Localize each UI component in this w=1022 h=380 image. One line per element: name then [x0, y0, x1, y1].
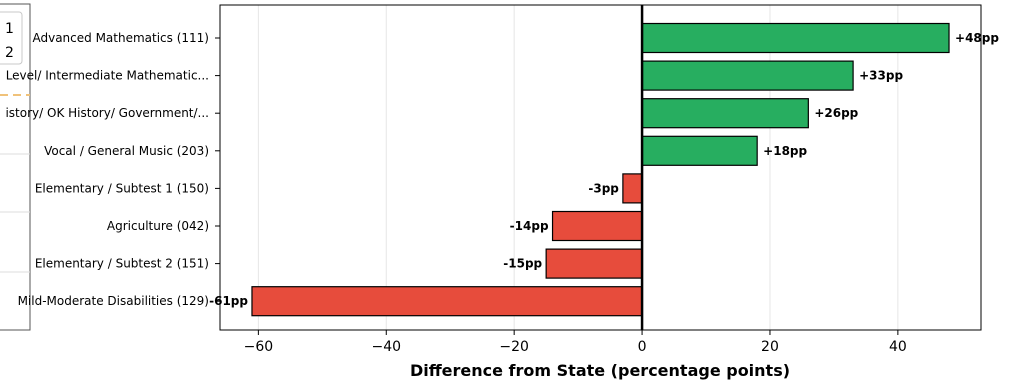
bar-value-label: +33pp	[859, 69, 903, 83]
x-axis-title: Difference from State (percentage points…	[410, 361, 790, 380]
bar	[641, 60, 854, 91]
bar-value-label: -15pp	[503, 257, 542, 271]
bar-value-label: +48pp	[955, 31, 999, 45]
category-label: Mild-Moderate Disabilities (129)	[18, 294, 209, 308]
bar-value-label: -61pp	[209, 294, 248, 308]
category-label: Agriculture (042)	[107, 219, 209, 233]
category-label: Advanced Mathematics (111)	[32, 31, 209, 45]
bar	[641, 22, 950, 54]
category-label: Elementary / Subtest 1 (150)	[35, 181, 209, 195]
x-tick-label: −20	[499, 339, 529, 355]
bar-value-label: -3pp	[588, 181, 619, 195]
bar	[545, 248, 643, 279]
category-label: istory/ OK History/ Government/...	[5, 106, 209, 120]
x-tick-label: 40	[889, 339, 907, 355]
category-label: Vocal / General Music (203)	[44, 144, 209, 158]
bar	[551, 210, 643, 242]
legend-label-1: 1	[5, 21, 14, 37]
bar-value-label: +26pp	[814, 106, 858, 120]
legend-label-2: 2	[5, 45, 14, 61]
category-label: Level/ Intermediate Mathematic...	[6, 69, 209, 83]
x-tick-label: −60	[244, 339, 274, 355]
bar-value-label: +18pp	[763, 144, 807, 158]
plot-area-frame	[219, 4, 982, 331]
x-tick-label: 20	[761, 339, 779, 355]
category-label: Elementary / Subtest 2 (151)	[35, 257, 209, 271]
bar	[251, 286, 643, 317]
bar-value-label: -14pp	[510, 219, 549, 233]
x-tick-label: −40	[371, 339, 401, 355]
bar	[641, 135, 758, 166]
bar	[622, 173, 643, 204]
legend-box	[0, 11, 23, 65]
bar	[641, 98, 809, 129]
x-tick-label: 0	[638, 339, 647, 355]
